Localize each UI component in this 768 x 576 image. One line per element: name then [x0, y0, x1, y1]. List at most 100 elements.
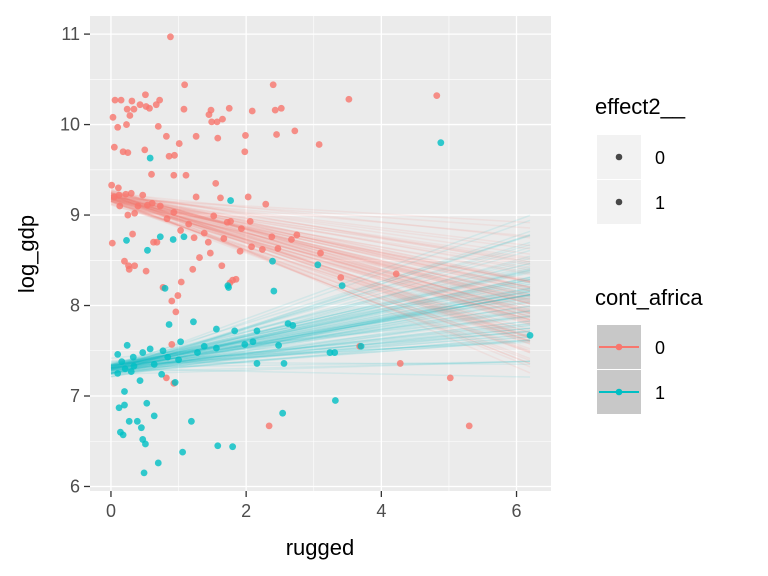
fit-line-group_0 — [110, 191, 531, 303]
point-group-0 — [345, 95, 353, 103]
fit-line-group_0 — [110, 192, 531, 263]
fit-line-group_1 — [110, 294, 531, 366]
fit-line-group_1 — [110, 255, 531, 375]
fit-line-group_1 — [110, 270, 531, 366]
fit-line-group_1 — [110, 296, 531, 367]
fit-line-group_0 — [110, 196, 531, 297]
fit-line-group_1 — [110, 272, 531, 368]
fit-line-group_0 — [110, 198, 531, 365]
fit-line-group_1 — [110, 246, 531, 369]
y-tick-label: 7 — [70, 386, 80, 406]
point-group-1 — [158, 370, 166, 378]
point-group-0 — [108, 239, 116, 247]
legend-cont-africa-title: cont_africa — [595, 285, 703, 310]
fit-line-group_0 — [110, 203, 531, 339]
point-group-0 — [146, 104, 153, 112]
point-group-1 — [119, 431, 127, 439]
point-group-1 — [129, 353, 137, 361]
point-group-0 — [170, 171, 178, 179]
point-group-0 — [213, 118, 221, 126]
fit-line-group_0 — [110, 196, 531, 317]
fit-line-group_1 — [110, 219, 531, 371]
fit-line-group_1 — [110, 333, 531, 372]
fit-line-group_1 — [110, 309, 531, 364]
fit-line-group_0 — [110, 198, 531, 261]
fit-line-group_1 — [110, 315, 531, 360]
legend-cont-africa-label-0: 0 — [655, 338, 665, 358]
fit-line-group_0 — [110, 193, 531, 255]
point-group-0 — [156, 202, 164, 210]
point-group-0 — [246, 217, 254, 225]
point-group-0 — [225, 104, 233, 112]
x-tick-label: 0 — [106, 501, 116, 521]
point-group-0 — [192, 193, 200, 201]
point-group-0 — [293, 231, 301, 239]
point-group-1 — [121, 401, 128, 409]
point-group-0 — [117, 96, 125, 104]
point-group-1 — [150, 412, 158, 420]
fit-line-group_0 — [110, 194, 531, 298]
point-group-1 — [279, 409, 287, 417]
point-group-1 — [121, 365, 129, 373]
fit-line-group_1 — [110, 291, 531, 365]
point-group-1 — [227, 197, 234, 204]
fit-line-group_1 — [110, 283, 531, 368]
fit-line-group_0 — [110, 199, 531, 283]
fit-line-group_1 — [110, 331, 531, 371]
fit-line-group_1 — [110, 293, 531, 371]
point-group-1 — [437, 139, 445, 147]
legend-cont-africa-point-0 — [615, 343, 623, 351]
fit-line-group_0 — [110, 198, 531, 326]
point-group-0 — [337, 274, 345, 281]
point-group-1 — [140, 469, 148, 477]
fit-line-group_0 — [110, 195, 531, 298]
point-group-0 — [208, 118, 216, 126]
point-group-1 — [144, 246, 151, 254]
point-group-0 — [248, 107, 256, 115]
point-group-0 — [168, 297, 176, 305]
point-group-0 — [277, 104, 285, 112]
points — [108, 33, 534, 477]
point-group-0 — [115, 191, 123, 199]
fit-line-group_0 — [110, 196, 531, 325]
point-group-1 — [154, 459, 162, 467]
fit-line-group_0 — [110, 196, 531, 269]
fit-line-group_1 — [110, 312, 531, 378]
fit-line-group_0 — [110, 197, 531, 276]
legend-effect2-label-0: 0 — [655, 148, 665, 168]
fit-line-group_0 — [110, 198, 531, 283]
fit-line-group_0 — [110, 200, 531, 284]
point-group-1 — [171, 379, 179, 386]
fit-line-group_0 — [110, 192, 531, 305]
fit-line-group_0 — [110, 194, 531, 343]
point-group-0 — [223, 218, 231, 226]
fit-line-group_1 — [110, 280, 531, 369]
point-group-0 — [248, 243, 255, 251]
point-group-0 — [291, 127, 299, 135]
fit-line-group_0 — [110, 195, 531, 352]
fit-line-group_0 — [110, 200, 531, 350]
fit-line-group_0 — [110, 194, 531, 321]
fit-line-group_0 — [110, 192, 531, 282]
point-group-1 — [114, 369, 122, 377]
fit-line-group_1 — [110, 310, 531, 376]
fit-line-group_1 — [110, 297, 531, 367]
fit-line-group_0 — [110, 200, 531, 353]
point-group-1 — [280, 360, 288, 367]
point-group-1 — [194, 349, 201, 356]
point-group-1 — [229, 443, 237, 451]
fit-line-group_1 — [110, 298, 531, 370]
fit-line-group_1 — [110, 279, 531, 371]
point-group-0 — [144, 201, 151, 209]
fit-line-group_1 — [110, 324, 531, 374]
fit-line-group_1 — [110, 288, 531, 367]
point-group-1 — [133, 417, 141, 425]
point-group-0 — [220, 235, 228, 242]
fit-line-group_0 — [110, 193, 531, 368]
x-tick-label: 4 — [376, 501, 386, 521]
point-group-0 — [153, 238, 161, 246]
fit-line-group_0 — [110, 192, 531, 271]
fit-line-group_1 — [110, 281, 531, 367]
fit-line-group_1 — [110, 276, 531, 370]
point-group-0 — [170, 208, 178, 216]
